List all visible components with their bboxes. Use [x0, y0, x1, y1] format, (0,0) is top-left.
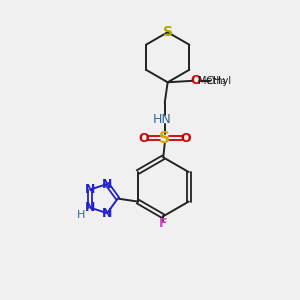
Text: S: S	[159, 131, 170, 146]
Text: H: H	[77, 210, 86, 220]
Text: CH₃: CH₃	[205, 76, 226, 86]
Text: N: N	[85, 201, 95, 214]
Text: O: O	[139, 132, 149, 145]
Text: O: O	[190, 74, 201, 87]
Text: F: F	[159, 217, 167, 230]
Text: O: O	[180, 132, 190, 145]
Text: S: S	[163, 25, 173, 39]
Text: HN: HN	[152, 112, 171, 126]
Text: Methyl: Methyl	[198, 76, 231, 86]
Text: N: N	[102, 178, 112, 190]
Text: N: N	[85, 183, 95, 196]
Text: N: N	[102, 207, 112, 220]
